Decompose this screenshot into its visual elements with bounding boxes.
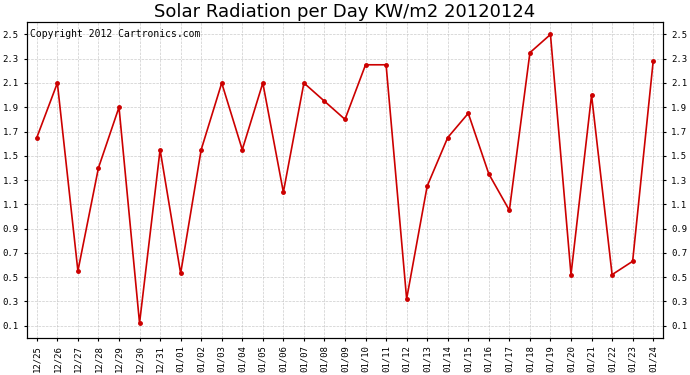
Title: Solar Radiation per Day KW/m2 20120124: Solar Radiation per Day KW/m2 20120124 [155,3,535,21]
Text: Copyright 2012 Cartronics.com: Copyright 2012 Cartronics.com [30,28,200,39]
